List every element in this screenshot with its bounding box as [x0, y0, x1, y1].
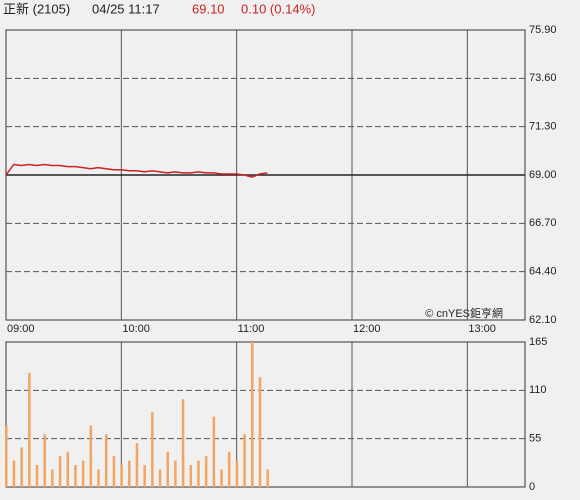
y-tick-label: 73.60 — [529, 72, 557, 84]
volume-bar — [174, 460, 177, 487]
stock-name: 正新 (2105) — [3, 1, 70, 16]
price-line — [5, 163, 268, 178]
y-tick-label: 71.30 — [529, 121, 557, 133]
volume-bar — [51, 469, 54, 487]
volume-bar — [104, 434, 108, 487]
time: 04/25 11:17 — [92, 1, 160, 16]
volume-bar — [128, 460, 131, 487]
volume-bar — [166, 451, 169, 487]
volume-bar — [12, 460, 16, 487]
y-tick-label: 75.90 — [529, 24, 557, 36]
change: 0.10 (0.14%) — [241, 1, 315, 16]
volume-bar — [81, 460, 85, 487]
volume-bar — [197, 460, 200, 487]
x-tick-label: 09:00 — [7, 323, 35, 335]
volume-bar — [112, 456, 116, 487]
y-tick-label: 69.00 — [529, 169, 557, 181]
volume-bar — [66, 451, 70, 487]
volume-bar — [35, 465, 39, 487]
volume-bar — [212, 416, 216, 487]
x-tick-label: 13:00 — [468, 323, 496, 335]
volume-bar — [243, 434, 246, 487]
y-tick-label: 64.40 — [529, 266, 557, 278]
y-tick-label: 66.70 — [529, 217, 557, 229]
volume-bar — [28, 372, 31, 487]
volume-bar — [227, 451, 231, 487]
y-tick-label: 55 — [529, 433, 541, 445]
volume-bar — [5, 425, 8, 487]
volume-bar — [258, 377, 262, 487]
y-tick-label: 62.10 — [529, 314, 557, 326]
volume-bar — [43, 434, 46, 487]
price: 69.10 — [192, 1, 225, 16]
x-tick-label: 12:00 — [353, 323, 381, 335]
volume-bar — [97, 469, 100, 487]
volume-bar — [266, 469, 269, 487]
volume-bar — [89, 425, 93, 487]
volume-bar — [120, 465, 123, 487]
volume-bar — [251, 342, 254, 487]
volume-bar — [181, 399, 185, 487]
volume-bar — [158, 469, 162, 487]
volume-bar — [189, 465, 193, 487]
volume-bar — [220, 469, 223, 487]
volume-panel — [5, 341, 526, 488]
volume-bar — [135, 443, 139, 487]
x-tick-label: 10:00 — [122, 323, 150, 335]
volume-bar — [143, 465, 146, 487]
volume-bar — [58, 456, 62, 487]
volume-bar — [235, 460, 239, 487]
volume-bar — [74, 465, 77, 487]
y-tick-label: 165 — [529, 336, 547, 348]
watermark: © cnYES鉅亨網 — [425, 306, 503, 320]
y-tick-label: 0 — [529, 481, 535, 493]
y-tick-label: 110 — [529, 384, 547, 396]
x-tick-label: 11:00 — [238, 323, 265, 335]
volume-bar — [204, 456, 208, 487]
volume-bar — [151, 412, 154, 487]
volume-bar — [20, 447, 23, 487]
